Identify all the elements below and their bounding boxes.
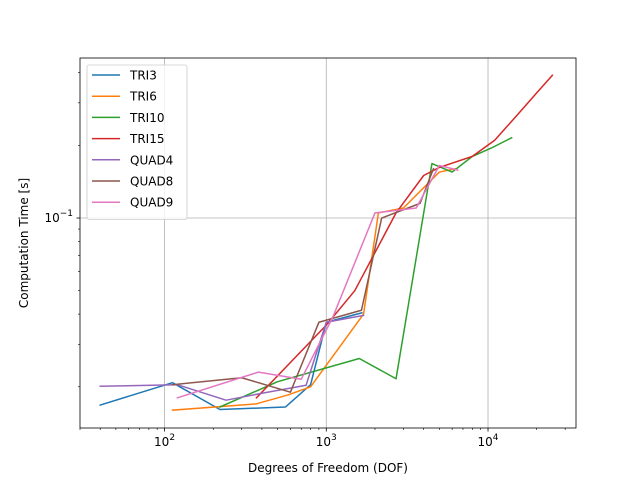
legend-label: TRI3 xyxy=(129,69,157,83)
series-line-tri3 xyxy=(99,311,363,411)
series-line-tri15 xyxy=(255,74,554,399)
legend-label: TRI15 xyxy=(129,132,164,146)
axes-frame xyxy=(79,57,577,429)
series-line-quad9 xyxy=(176,164,459,399)
legend-label: TRI6 xyxy=(129,90,157,104)
legend-label: QUAD9 xyxy=(130,196,173,210)
series-line-tri10 xyxy=(218,136,513,408)
x-tick-label: 102 xyxy=(154,433,175,449)
series-line-quad4 xyxy=(99,314,365,401)
x-tick-label: 104 xyxy=(478,433,499,449)
legend: TRI3 TRI6 TRI10 TRI15 QUAD4 QUAD8 QUAD9 xyxy=(86,64,188,220)
axis-ticks: 102 103 104 10−1 xyxy=(44,72,566,449)
legend-label: QUAD8 xyxy=(130,175,173,189)
series-lines xyxy=(99,74,554,411)
x-axis-label: Degrees of Freedom (DOF) xyxy=(248,461,408,475)
y-axis-label: Computation Time [s] xyxy=(17,178,31,308)
x-tick-label: 103 xyxy=(316,433,337,449)
series-line-quad8 xyxy=(171,167,435,393)
legend-label: QUAD4 xyxy=(130,153,173,167)
legend-label: TRI10 xyxy=(129,111,164,125)
y-tick-label: 10−1 xyxy=(44,209,73,225)
